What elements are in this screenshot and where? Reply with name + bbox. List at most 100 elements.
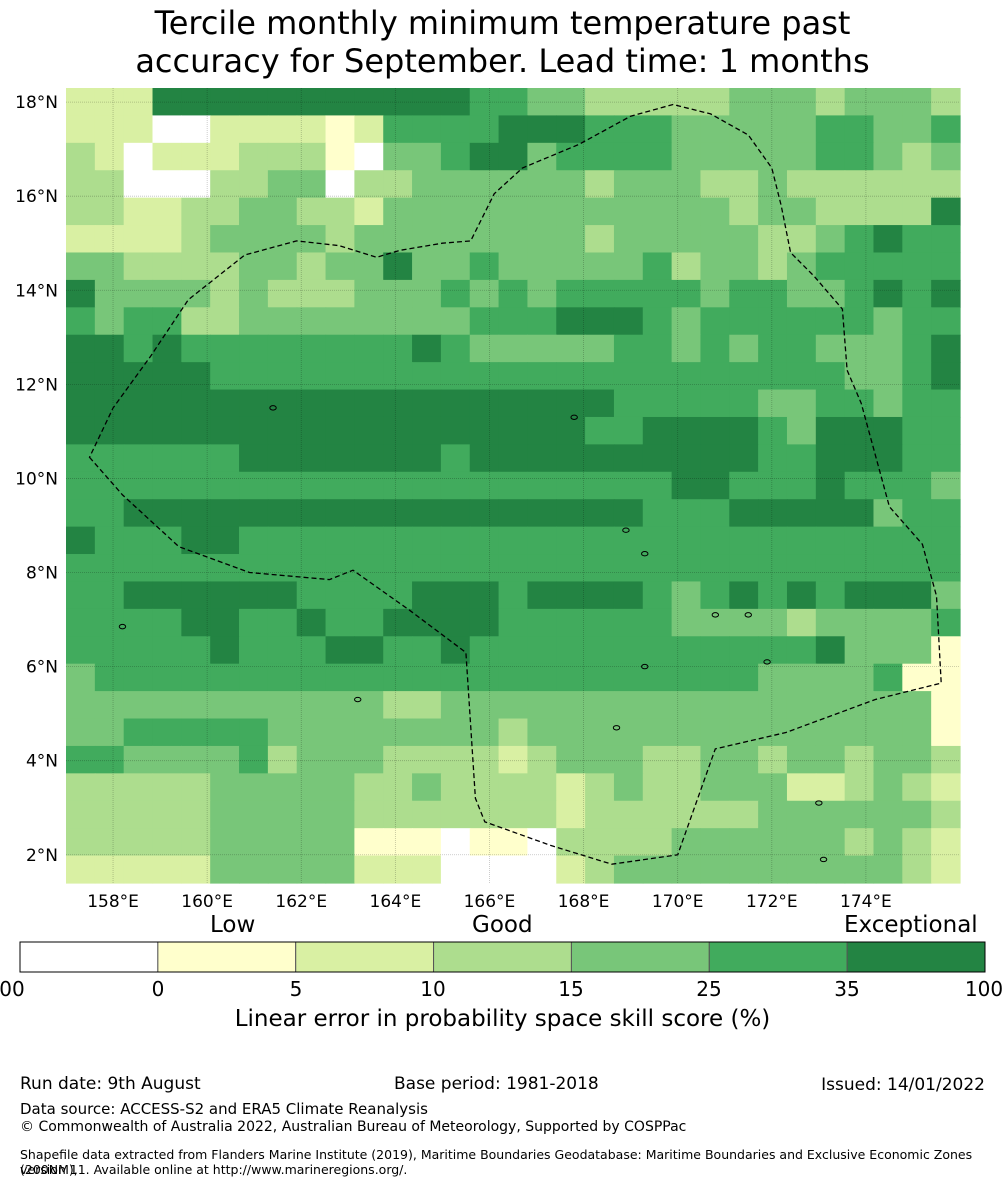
skill-cell (700, 581, 730, 610)
skill-cell (123, 142, 154, 171)
skill-cell (94, 691, 125, 720)
skill-cell (354, 362, 384, 391)
skill-cell (296, 773, 327, 802)
skill-cell (267, 855, 298, 884)
skill-cell (296, 828, 327, 857)
skill-cell (354, 663, 384, 692)
base-period: Base period: 1981-2018 (394, 1074, 599, 1094)
skill-cell (758, 471, 788, 500)
skill-cell (613, 471, 644, 500)
skill-cell (440, 115, 471, 144)
island-outline (269, 405, 277, 411)
skill-cell (152, 416, 182, 445)
skill-cell (239, 526, 269, 555)
skill-cell (412, 88, 442, 117)
skill-cell (469, 663, 500, 692)
skill-cell (412, 691, 442, 720)
skill-cell (527, 581, 557, 610)
skill-cell (152, 115, 182, 144)
skill-cell (94, 170, 125, 199)
skill-cell (66, 334, 96, 363)
skill-cell (181, 225, 211, 254)
skill-cell (844, 252, 875, 281)
skill-cell (671, 88, 702, 117)
skill-cell (902, 142, 932, 171)
skill-cell (931, 581, 961, 610)
skill-cell (585, 444, 615, 473)
skill-cell (469, 554, 500, 583)
skill-cell (613, 279, 644, 308)
skill-cell (931, 334, 961, 363)
skill-cell (844, 471, 875, 500)
skill-cell (66, 307, 96, 336)
skill-cell (94, 663, 125, 692)
skill-cell (844, 608, 875, 637)
skill-cell (440, 554, 471, 583)
skill-cell (412, 608, 442, 637)
skill-cell (844, 800, 875, 829)
skill-cell (786, 636, 817, 665)
skill-cell (296, 389, 327, 418)
skill-cell (758, 389, 788, 418)
skill-cell (729, 526, 759, 555)
skill-cell (729, 307, 759, 336)
skill-cell (123, 608, 154, 637)
colorbar-tick: -100 (0, 977, 25, 1001)
skill-cell (700, 88, 730, 117)
skill-cell (354, 499, 384, 528)
skill-cell (815, 88, 846, 117)
skill-cell (758, 745, 788, 774)
skill-cell (412, 252, 442, 281)
skill-cell (729, 636, 759, 665)
skill-cell (844, 718, 875, 747)
skill-cell (152, 663, 182, 692)
skill-cell (844, 554, 875, 583)
skill-cell (556, 197, 586, 226)
skill-cell (642, 773, 673, 802)
skill-cell (296, 745, 327, 774)
skill-cell (412, 197, 442, 226)
skill-cell (296, 142, 327, 171)
skill-cell (844, 307, 875, 336)
latitude-tick-label: 14°N (15, 281, 58, 301)
skill-cell (469, 745, 500, 774)
skill-cell (210, 691, 240, 720)
skill-cell (873, 307, 903, 336)
skill-cell (585, 499, 615, 528)
skill-cell (383, 279, 413, 308)
skill-cell (181, 471, 211, 500)
skill-cell (729, 828, 759, 857)
skill-cell (585, 197, 615, 226)
skill-cell (844, 362, 875, 391)
skill-cell (383, 581, 413, 610)
skill-cell (296, 554, 327, 583)
skill-cell (642, 745, 673, 774)
skill-cell (873, 88, 903, 117)
colorbar-swatch (433, 941, 572, 973)
skill-cell (556, 362, 586, 391)
skill-cell (613, 554, 644, 583)
skill-cell (613, 581, 644, 610)
skill-cell (123, 828, 154, 857)
skill-cell (210, 307, 240, 336)
skill-cell (383, 416, 413, 445)
skill-cell (671, 773, 702, 802)
skill-cell (123, 416, 154, 445)
latitude-tick-label: 6°N (26, 658, 58, 678)
skill-cell (729, 471, 759, 500)
skill-cell (210, 334, 240, 363)
skill-cell (931, 608, 961, 637)
skill-cell (383, 389, 413, 418)
skill-cell (844, 142, 875, 171)
skill-cell (556, 471, 586, 500)
skill-cell (383, 499, 413, 528)
skill-cell (815, 142, 846, 171)
skill-cell (296, 691, 327, 720)
skill-cell (729, 691, 759, 720)
skill-cell (585, 608, 615, 637)
skill-cell (94, 773, 125, 802)
skill-cell (498, 88, 529, 117)
skill-cell (671, 499, 702, 528)
skill-cell (296, 444, 327, 473)
